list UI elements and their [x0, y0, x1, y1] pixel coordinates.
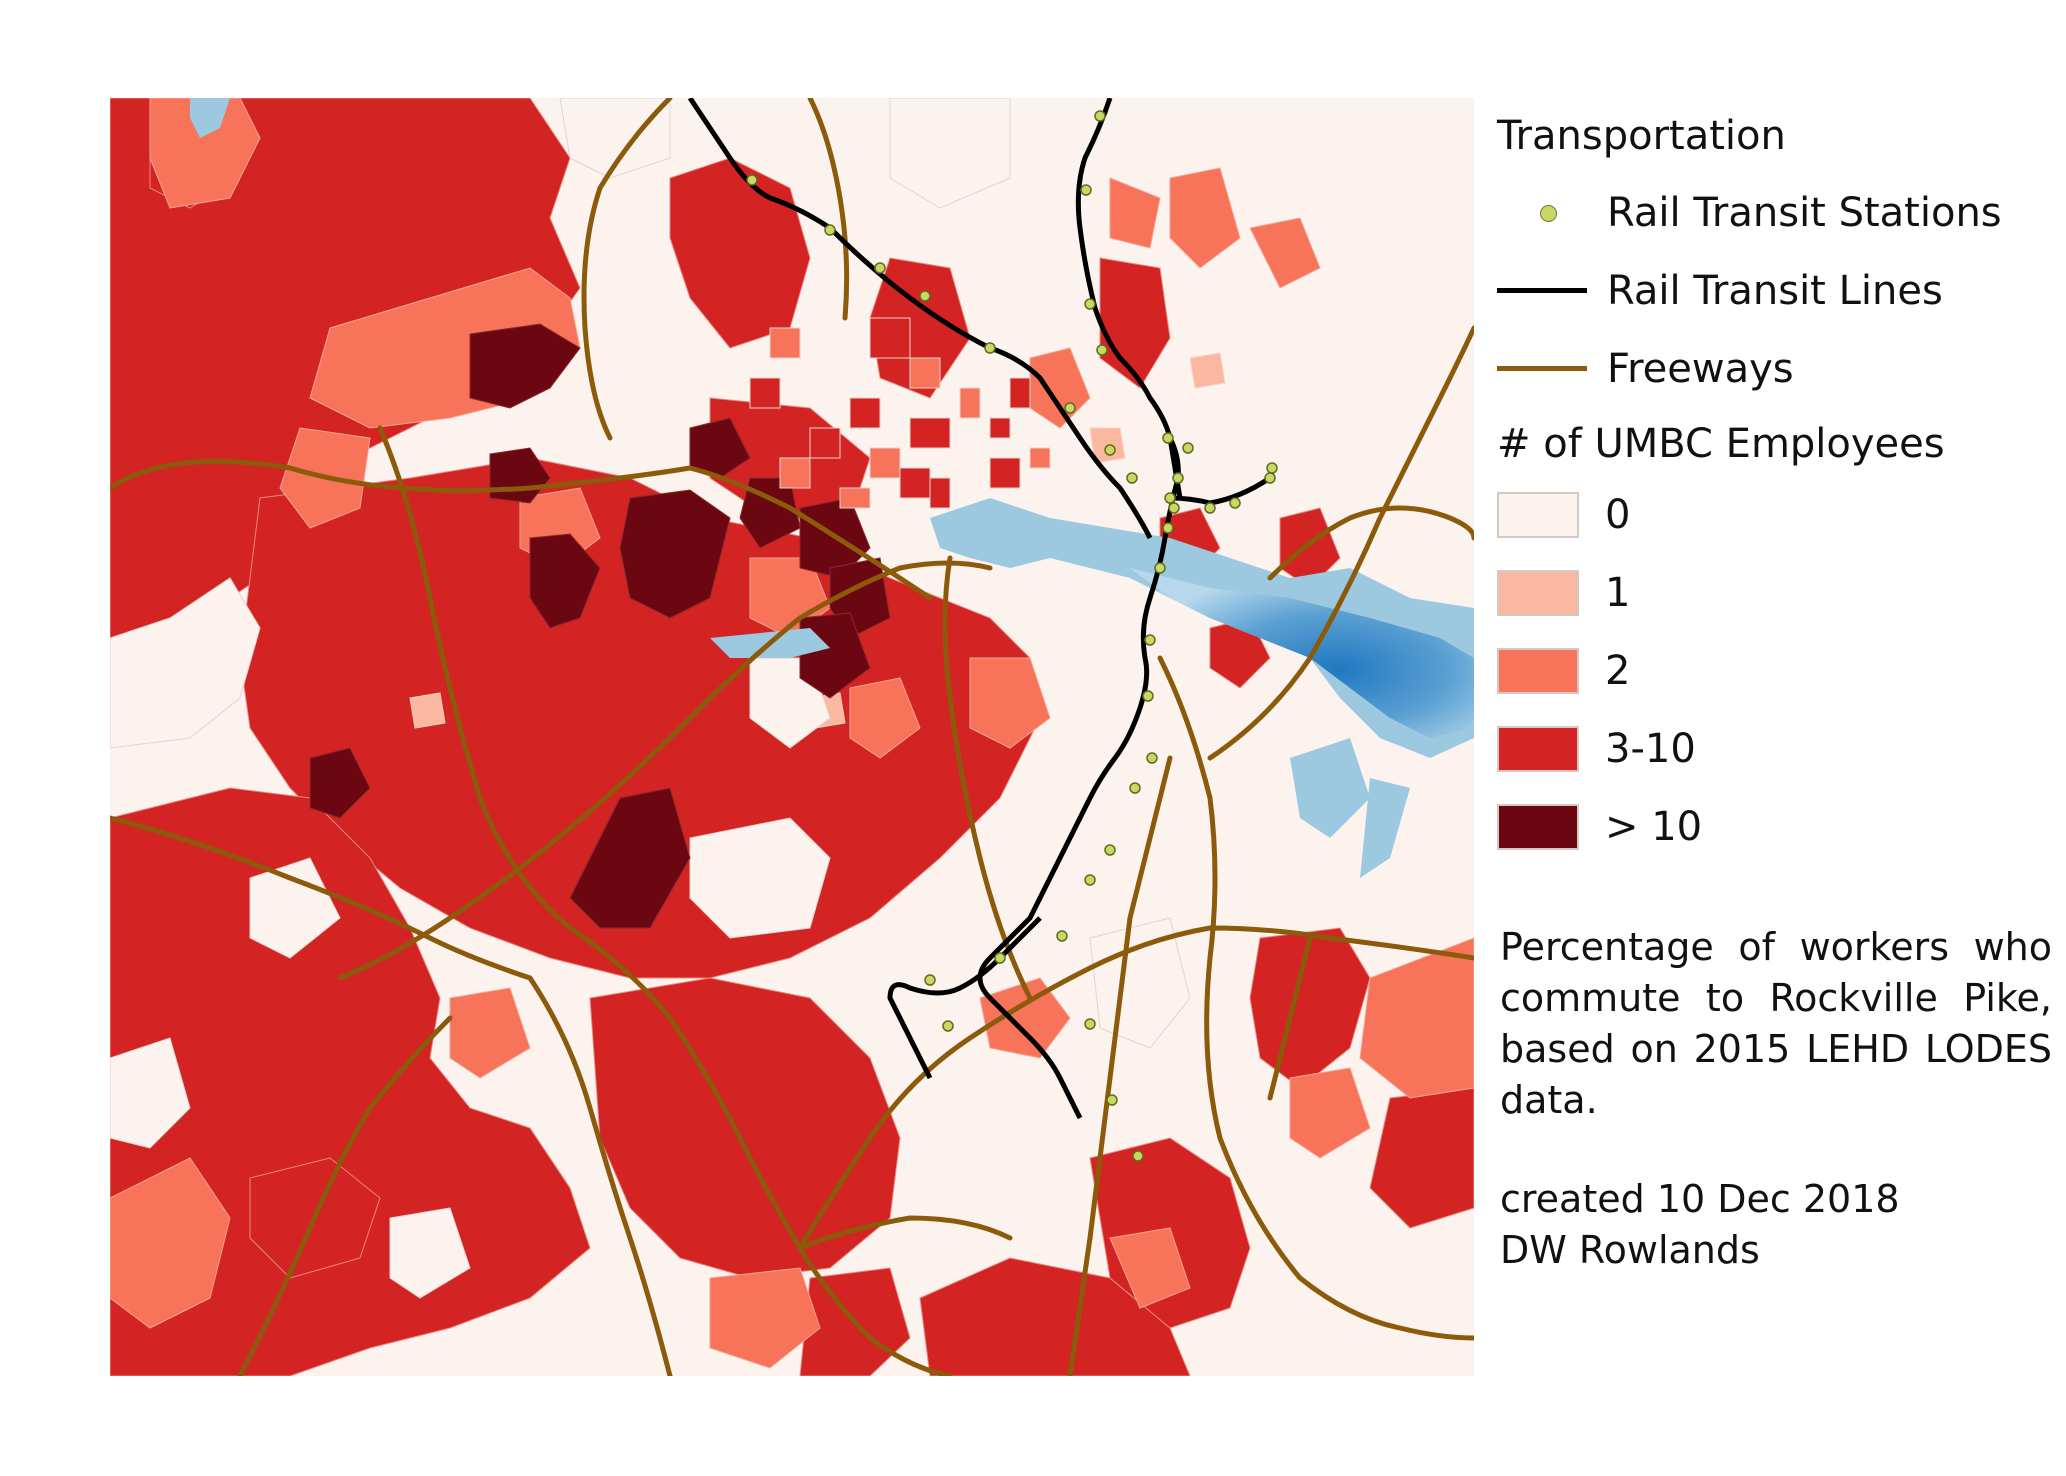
legend-class-label: 3-10 [1605, 726, 1696, 772]
legend-class-label: 2 [1605, 648, 1631, 694]
legend-swatch [1497, 570, 1579, 616]
credit-date: created 10 Dec 2018 [1500, 1177, 1900, 1221]
legend-class-label: > 10 [1605, 804, 1703, 850]
urban-core-mosaic [749, 317, 1051, 509]
legend-swatch [1497, 726, 1579, 772]
transportation-heading: Transportation [1497, 113, 1786, 159]
legend-item-rail-lines: Rail Transit Lines [1497, 252, 2057, 330]
freeways [110, 98, 1474, 1376]
freeway-line-icon [1497, 349, 1597, 389]
legend-class-row: > 10 [1497, 788, 2057, 866]
legend-label-rail-lines: Rail Transit Lines [1607, 268, 1943, 314]
legend-item-freeways: Freeways [1497, 330, 2057, 408]
rail-line-icon [1497, 271, 1597, 311]
rail-transit-stations [746, 110, 1278, 1162]
legend-class-label: 0 [1605, 492, 1631, 538]
legend-class-row: 0 [1497, 476, 2057, 554]
legend-class-row: 2 [1497, 632, 2057, 710]
choropleth-map[interactable] [110, 98, 1474, 1376]
map-note: Percentage of workers who commute to Roc… [1500, 925, 2052, 1122]
legend-class-label: 1 [1605, 570, 1631, 616]
employees-heading: # of UMBC Employees [1497, 421, 1945, 467]
legend-swatch [1497, 648, 1579, 694]
legend-class-row: 3-10 [1497, 710, 2057, 788]
harbor-deep-water [1130, 568, 1474, 738]
legend-label-freeways: Freeways [1607, 346, 1794, 392]
legend-swatch [1497, 804, 1579, 850]
credit-author: DW Rowlands [1500, 1228, 1760, 1272]
legend-class-row: 1 [1497, 554, 2057, 632]
legend-item-stations: Rail Transit Stations [1497, 174, 2057, 252]
station-dot-icon [1497, 193, 1597, 233]
map-legend: Transportation Rail Transit Stations Rai… [1497, 112, 2057, 866]
legend-swatch [1497, 492, 1579, 538]
employee-class-list: 0 1 2 3-10 > 10 [1497, 476, 2057, 866]
map-credit: created 10 Dec 2018 DW Rowlands [1500, 1174, 2052, 1276]
tracts-0 [110, 98, 1191, 1299]
legend-label-stations: Rail Transit Stations [1607, 190, 2002, 236]
